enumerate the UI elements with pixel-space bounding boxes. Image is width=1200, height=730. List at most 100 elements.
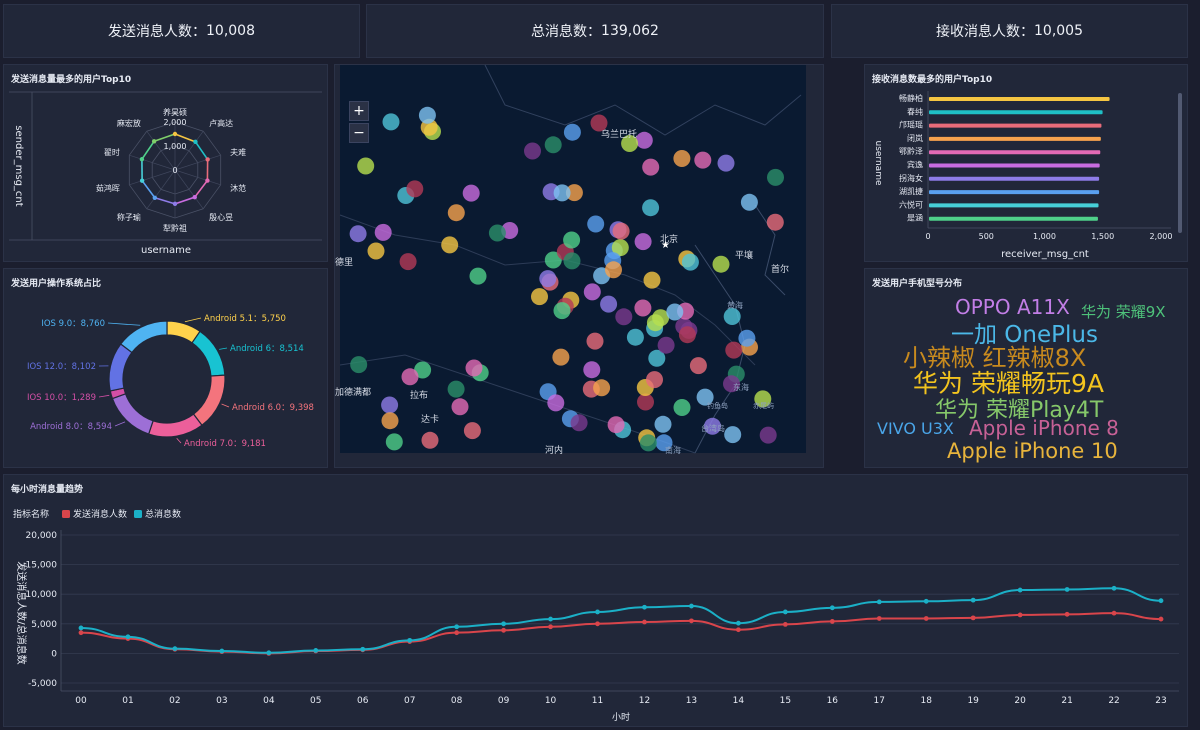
map-dot[interactable] <box>657 336 675 354</box>
map-dot[interactable] <box>723 375 740 393</box>
line-data-point[interactable] <box>735 627 741 633</box>
line-data-point[interactable] <box>689 603 694 609</box>
map-dot[interactable] <box>740 193 758 211</box>
line-data-point[interactable] <box>595 609 600 615</box>
map-dot[interactable] <box>570 414 588 432</box>
map-view[interactable]: 乌兰巴托 北京 ★ 平壤 首尔 黄海 东海 钓鱼岛 赤尾屿 台湾岛 达卡 河内 … <box>335 64 825 469</box>
map-dot[interactable] <box>357 157 375 175</box>
map-dot[interactable] <box>563 231 581 249</box>
legend-label-total[interactable]: 总消息数 <box>145 508 181 520</box>
line-data-point[interactable] <box>782 609 788 615</box>
donut-slice[interactable] <box>119 320 168 354</box>
line-data-point[interactable] <box>829 605 835 611</box>
map-dot[interactable] <box>421 431 439 449</box>
radar-point[interactable] <box>139 157 145 162</box>
zoom-in-button[interactable]: + <box>349 101 369 121</box>
map-dot[interactable] <box>418 106 436 124</box>
map-dot[interactable] <box>704 417 721 435</box>
bar-mark[interactable] <box>929 176 1100 181</box>
legend-swatch-sender[interactable] <box>62 510 70 518</box>
line-data-point[interactable] <box>1158 598 1164 604</box>
map-dot[interactable] <box>488 224 506 242</box>
map-dot[interactable] <box>465 359 483 377</box>
map-dot[interactable] <box>593 379 611 397</box>
radar-point[interactable] <box>172 131 178 137</box>
line-data-point[interactable] <box>1017 587 1023 593</box>
bar-mark[interactable] <box>929 163 1100 168</box>
map-dot[interactable] <box>766 213 784 231</box>
map-dot[interactable] <box>544 251 562 269</box>
map-dot[interactable] <box>382 113 400 131</box>
radar-point[interactable] <box>139 178 145 183</box>
map-dot[interactable] <box>462 184 480 202</box>
line-data-point[interactable] <box>923 598 929 604</box>
map-dot[interactable] <box>655 434 673 452</box>
line-data-point[interactable] <box>782 621 788 627</box>
line-data-point[interactable] <box>125 634 131 640</box>
map-dot[interactable] <box>451 398 469 416</box>
map-dot[interactable] <box>385 433 403 451</box>
line-data-point[interactable] <box>923 616 929 621</box>
map-dot[interactable] <box>441 236 459 254</box>
radar-point[interactable] <box>192 194 197 200</box>
map-dot[interactable] <box>531 288 548 306</box>
map-dot[interactable] <box>712 255 730 273</box>
map-dot[interactable] <box>605 261 622 279</box>
line-data-point[interactable] <box>876 599 882 605</box>
line-data-point[interactable] <box>735 620 741 626</box>
bar-mark[interactable] <box>929 150 1101 155</box>
radar-point[interactable] <box>152 195 158 200</box>
map-dot[interactable] <box>637 393 654 411</box>
map-dot[interactable] <box>681 253 699 271</box>
line-data-point[interactable] <box>454 630 460 636</box>
map-dot[interactable] <box>673 150 691 167</box>
map-dot[interactable] <box>724 426 742 444</box>
line-data-point[interactable] <box>1111 585 1117 591</box>
line-data-point[interactable] <box>1064 587 1070 592</box>
radar-point[interactable] <box>205 178 210 183</box>
map-dot[interactable] <box>544 136 562 154</box>
donut-slice[interactable] <box>192 374 226 427</box>
map-dot[interactable] <box>696 388 714 406</box>
map-dot[interactable] <box>350 356 368 374</box>
line-data-point[interactable] <box>78 630 84 636</box>
map-dot[interactable] <box>738 329 756 347</box>
legend-swatch-total[interactable] <box>134 510 142 518</box>
line-data-point[interactable] <box>454 624 460 630</box>
map-dot[interactable] <box>447 204 465 222</box>
map-dot[interactable] <box>754 390 772 408</box>
map-dot[interactable] <box>759 426 777 444</box>
line-data-point[interactable] <box>266 650 272 656</box>
line-data-point[interactable] <box>360 646 366 652</box>
map-dot[interactable] <box>694 151 712 169</box>
map-dot[interactable] <box>767 168 784 186</box>
map-dot[interactable] <box>553 184 571 202</box>
map-dot[interactable] <box>612 222 630 240</box>
map-dot[interactable] <box>586 332 604 350</box>
line-data-point[interactable] <box>548 624 553 630</box>
map-dot[interactable] <box>524 142 541 160</box>
bar-mark[interactable] <box>929 123 1102 128</box>
line-data-point[interactable] <box>407 637 413 643</box>
map-dot[interactable] <box>565 184 583 202</box>
map-dot[interactable] <box>642 199 660 217</box>
bar-mark[interactable] <box>929 97 1110 101</box>
map-dot[interactable] <box>587 215 605 233</box>
line-data-point[interactable] <box>876 616 882 621</box>
line-data-point[interactable] <box>829 619 835 624</box>
legend-label-sender[interactable]: 发送消息人数 <box>73 508 127 520</box>
map-dot[interactable] <box>725 341 743 359</box>
map-dot[interactable] <box>539 270 557 288</box>
map-dot[interactable] <box>463 422 481 440</box>
bar-mark[interactable] <box>929 136 1101 141</box>
map-dot[interactable] <box>615 308 633 326</box>
map-dot[interactable] <box>646 314 664 332</box>
line-data-point[interactable] <box>548 616 553 622</box>
map-dot[interactable] <box>621 135 639 152</box>
radar-point[interactable] <box>151 139 157 144</box>
donut-slice[interactable] <box>147 413 203 438</box>
map-dot[interactable] <box>547 394 565 412</box>
bar-mark[interactable] <box>929 110 1103 115</box>
bar-mark[interactable] <box>929 216 1098 221</box>
map-dot[interactable] <box>666 303 684 321</box>
